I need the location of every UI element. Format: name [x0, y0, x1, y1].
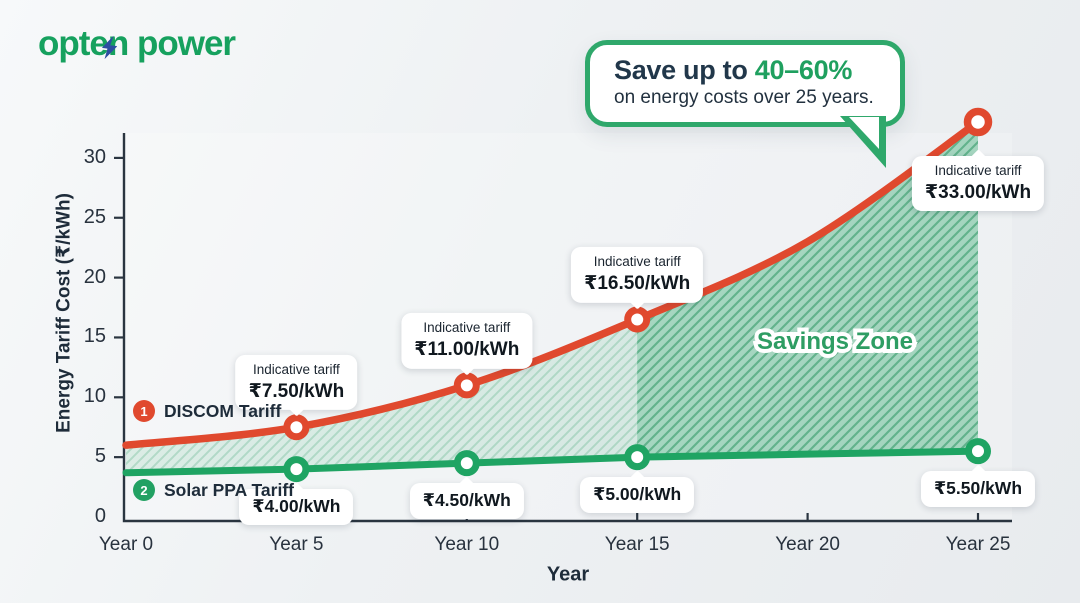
x-axis-title: Year: [546, 563, 590, 586]
axis-lines: [122, 133, 1012, 523]
discom-line: [122, 118, 982, 449]
y-axis-title: Energy Tariff Cost (₹/kWh): [53, 193, 75, 433]
legend-badge-1: 1: [133, 400, 155, 422]
point-solar-ppa-tariff-year-5: [283, 456, 310, 483]
point-discom-tariff-year-15: [624, 306, 651, 333]
solar-ppa-line: [122, 447, 982, 477]
savings-area-dark-hatch: [637, 121, 978, 458]
legend-badge-2: 2: [133, 479, 155, 501]
callout-subline: on energy costs over 25 years.: [614, 87, 874, 108]
callout-prefix: Save up to: [614, 55, 748, 85]
callout-headline: Save up to 40–60%: [614, 55, 900, 86]
brand-logo-text: opten power: [38, 24, 236, 63]
savings-callout-bubble: Save up to 40–60% on energy costs over 2…: [585, 40, 905, 168]
callout-highlight: 40–60%: [754, 55, 853, 85]
point-solar-ppa-tariff-year-15: [624, 444, 651, 471]
legend-discom-tariff: 1 DISCOM Tariff: [133, 400, 281, 422]
point-discom-tariff-year-10: [453, 372, 480, 399]
legend-label-discom: DISCOM Tariff: [164, 400, 282, 421]
legend-label-solar: Solar PPA Tariff: [164, 479, 294, 500]
savings-zone-label: Savings Zone Savings Zone: [753, 324, 917, 359]
point-solar-ppa-tariff-year-25: [965, 438, 991, 465]
point-discom-tariff-year-25: [963, 107, 993, 137]
legend-solar-ppa-tariff: 2 Solar PPA Tariff: [133, 479, 294, 501]
brand-logo: opten power: [38, 24, 236, 64]
point-solar-ppa-tariff-year-10: [453, 450, 480, 477]
point-discom-tariff-year-5: [283, 414, 310, 441]
lightning-bolt-icon: [102, 35, 117, 60]
